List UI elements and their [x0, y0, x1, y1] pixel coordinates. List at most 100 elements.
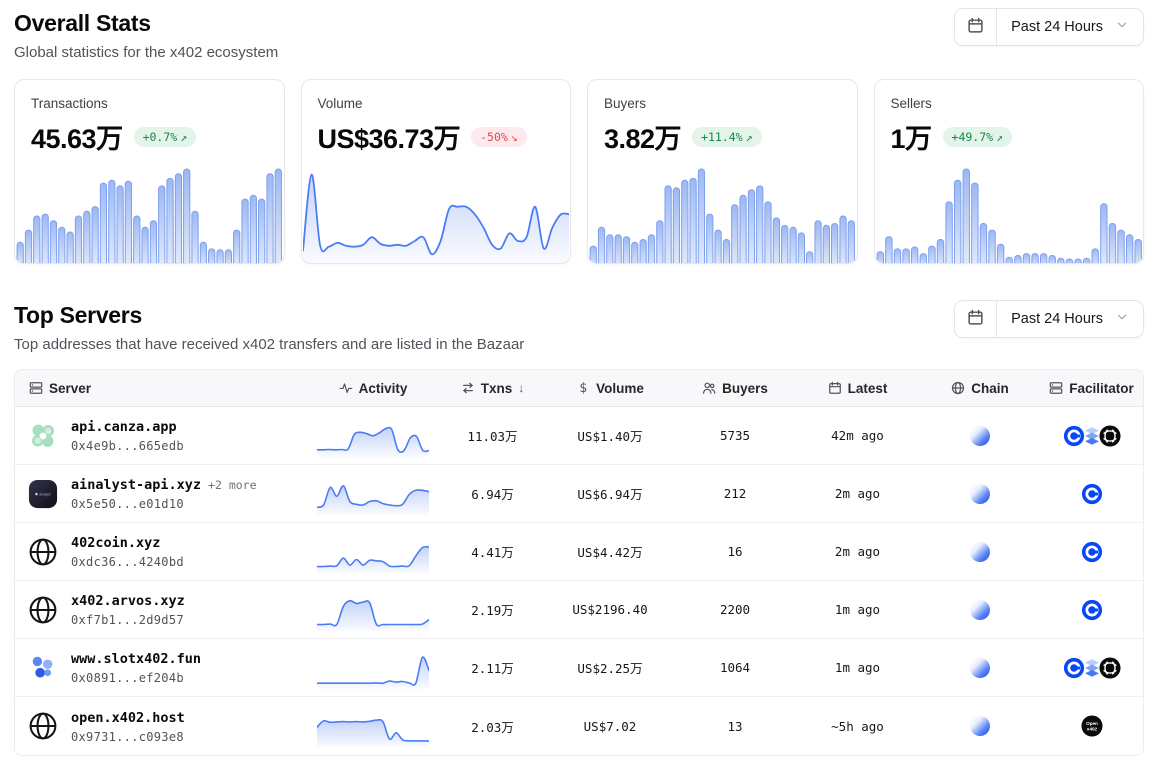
column-label: Server	[49, 380, 92, 396]
column-header-activity[interactable]: Activity	[306, 381, 440, 396]
server-address: 0x0891...ef204b	[71, 671, 184, 685]
stat-change-badge: +0.7% ↗	[133, 126, 197, 147]
server-name[interactable]: www.slotx402.fun	[71, 651, 202, 667]
server-name[interactable]: api.canza.app	[71, 419, 177, 435]
calendar-icon	[967, 17, 984, 37]
stat-change-badge: -50% ↘	[471, 126, 527, 147]
table-row[interactable]: api.canza.app 0x4e9b...665edb 11.03万 US$…	[15, 407, 1143, 465]
stat-card-label: Buyers	[604, 96, 647, 111]
trend-arrow-icon: ↗	[996, 129, 1004, 144]
server-globe-icon	[27, 594, 59, 626]
server-name[interactable]: x402.arvos.xyz	[71, 593, 185, 609]
stat-card-volume: Volume US$36.73万 -50% ↘	[300, 79, 571, 264]
server-avatar-dark-icon: ainalyst	[27, 478, 59, 510]
base-chain-icon	[970, 657, 990, 678]
buyers-value: 2200	[719, 602, 751, 617]
txns-value: 2.11万	[471, 661, 514, 676]
stat-card-buyers: Buyers 3.82万 +11.4% ↗	[587, 79, 858, 264]
svg-text:Open: Open	[1086, 721, 1098, 726]
table-row[interactable]: open.x402.host 0x9731...c093e8 2.03万 US$…	[15, 697, 1143, 755]
activity-sparkline	[317, 426, 429, 457]
column-header-buyers[interactable]: Buyers	[675, 381, 795, 396]
latest-value: 42m ago	[831, 428, 884, 443]
server-address: 0x4e9b...665edb	[71, 439, 184, 453]
column-label: Chain	[971, 380, 1009, 396]
volume-value: US$7.02	[583, 718, 637, 734]
server-clover-green-icon	[27, 420, 59, 452]
overall-period-controls: Past 24 Hours	[954, 8, 1144, 46]
base-chain-icon	[970, 599, 990, 620]
column-header-txns[interactable]: Txns ↓	[440, 381, 545, 396]
period-dropdown-button[interactable]: Past 24 Hours	[997, 301, 1143, 337]
facilitator-icons	[1040, 656, 1143, 679]
volume-value: US$6.94万	[577, 487, 643, 502]
trend-arrow-icon: ↗	[745, 129, 753, 144]
dashboard-page: Overall Stats Global statistics for the …	[14, 6, 1144, 756]
server-address: 0xf7b1...2d9d57	[71, 613, 184, 627]
stat-change-badge: +11.4% ↗	[692, 126, 762, 147]
base-chain-icon	[970, 541, 990, 562]
column-label: Activity	[358, 380, 408, 396]
period-label: Past 24 Hours	[1011, 311, 1103, 327]
activity-sparkline	[317, 484, 429, 515]
latest-value: 2m ago	[834, 486, 881, 501]
server-name[interactable]: open.x402.host	[71, 709, 185, 726]
table-row[interactable]: www.slotx402.fun 0x0891...ef204b 2.11万 U…	[15, 639, 1143, 697]
txns-value: 4.41万	[471, 545, 514, 560]
overall-stats-section: Overall Stats Global statistics for the …	[14, 6, 1144, 264]
facilitator-icons: Open x402	[1040, 715, 1143, 737]
table-row[interactable]: 402coin.xyz 0xdc36...4240bd 4.41万 US$4.4…	[15, 523, 1143, 581]
facilitator-icons	[1040, 599, 1143, 621]
trend-arrow-icon: ↗	[180, 129, 188, 144]
server-name[interactable]: ainalyst-api.xyz	[71, 477, 202, 493]
activity-icon	[339, 381, 353, 395]
calendar-button[interactable]	[955, 9, 998, 45]
dollar-icon: $	[579, 380, 588, 396]
top-servers-period-controls: Past 24 Hours	[954, 300, 1144, 338]
stat-cards-row: Transactions 45.63万 +0.7% ↗ Volume US$36.…	[14, 79, 1144, 264]
svg-text:x402: x402	[1086, 727, 1097, 732]
server-name[interactable]: 402coin.xyz	[71, 535, 161, 551]
txns-value: 6.94万	[471, 487, 514, 502]
column-header-chain[interactable]: Chain	[920, 381, 1040, 396]
server-address: 0x9731...c093e8	[71, 729, 184, 744]
buyers-value: 16	[727, 544, 743, 559]
latest-value: 1m ago	[834, 660, 881, 675]
buyers-value: 13	[727, 718, 743, 734]
column-header-latest[interactable]: Latest	[795, 381, 920, 396]
svg-text:ainalyst: ainalyst	[39, 492, 50, 496]
table-row[interactable]: ainalyst ainalyst-api.xyz +2 more 0x5e50.…	[15, 465, 1143, 523]
period-label: Past 24 Hours	[1011, 19, 1103, 35]
column-header-server[interactable]: Server	[15, 381, 306, 396]
facilitator-icons	[1040, 424, 1143, 447]
calendar-button[interactable]	[955, 301, 998, 337]
txns-value: 2.03万	[471, 719, 514, 735]
page-title: Overall Stats	[14, 10, 151, 36]
column-header-volume[interactable]: $ Volume	[545, 381, 675, 396]
stat-card-value: US$36.73万	[317, 124, 461, 154]
stat-card-chart	[302, 173, 569, 263]
stat-card-value: 3.82万	[604, 124, 682, 154]
period-dropdown-button[interactable]: Past 24 Hours	[997, 9, 1143, 45]
activity-sparkline	[317, 545, 429, 573]
overall-heading-block: Overall Stats Global statistics for the …	[14, 6, 278, 61]
table-header-row: Server Activity Txns ↓ $ Volume Buyers Latest Ch…	[15, 370, 1143, 407]
stat-card-value: 45.63万	[31, 124, 123, 154]
table-body: api.canza.app 0x4e9b...665edb 11.03万 US$…	[15, 407, 1143, 755]
table-row[interactable]: x402.arvos.xyz 0xf7b1...2d9d57 2.19万 US$…	[15, 581, 1143, 639]
top-servers-table: Server Activity Txns ↓ $ Volume Buyers Latest Ch…	[14, 369, 1144, 756]
page-subtitle: Global statistics for the x402 ecosystem	[14, 44, 279, 61]
calendar-small-icon	[828, 381, 842, 395]
stat-card-chart	[16, 168, 282, 263]
base-chain-icon	[970, 425, 990, 446]
column-header-facilitator[interactable]: Facilitator	[1040, 381, 1143, 396]
column-label: Facilitator	[1069, 380, 1134, 396]
server-globe-icon	[27, 536, 59, 568]
column-label: Latest	[847, 380, 888, 396]
txns-icon	[461, 381, 475, 395]
txns-value: 2.19万	[471, 603, 514, 618]
volume-value: US$4.42万	[577, 545, 643, 560]
server-rack-icon	[29, 381, 43, 395]
server-rack-icon	[1049, 381, 1063, 395]
server-address: 0xdc36...4240bd	[71, 555, 184, 569]
